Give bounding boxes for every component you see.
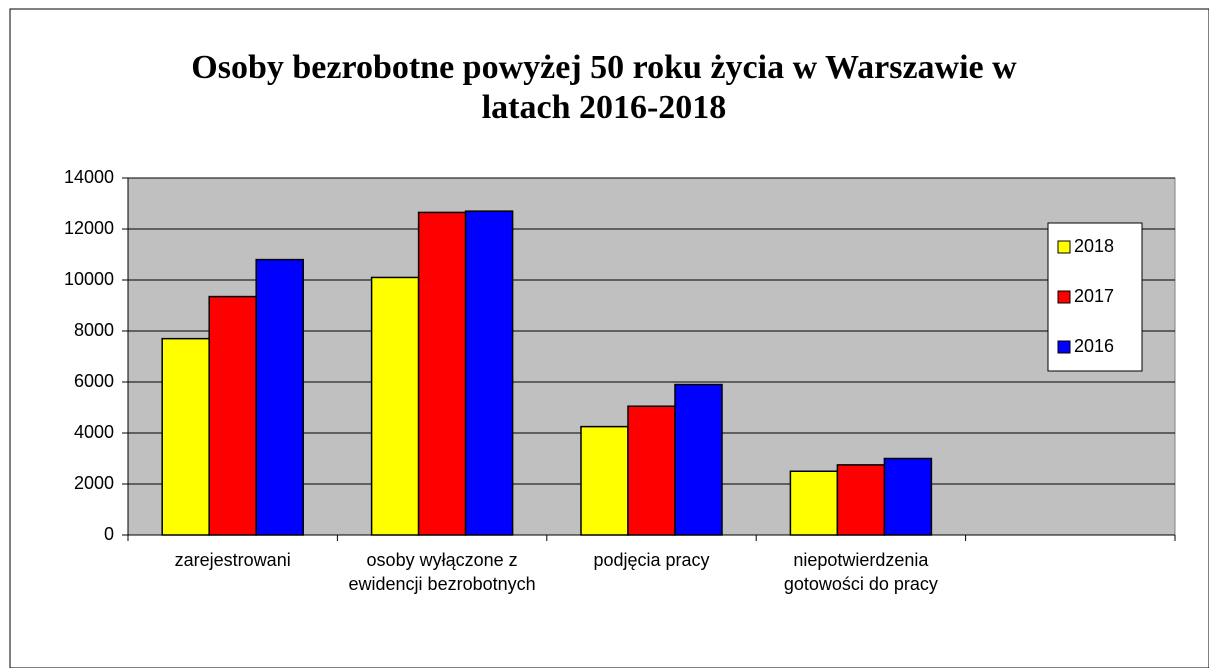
bar	[836, 464, 886, 536]
y-tick-label: 14000	[64, 167, 114, 187]
legend-swatch	[1057, 340, 1071, 354]
x-tick-label: zarejestrowani	[174, 550, 291, 570]
bar	[674, 383, 723, 536]
y-tick-label: 0	[104, 524, 114, 544]
legend-label: 2016	[1074, 336, 1114, 356]
bar	[580, 425, 629, 536]
bar	[789, 470, 839, 536]
y-tick-label: 10000	[64, 269, 114, 289]
y-tick-label: 8000	[74, 320, 114, 340]
bar	[883, 457, 933, 536]
bar	[208, 295, 257, 536]
y-tick-label: 6000	[74, 371, 114, 391]
bar	[370, 276, 420, 536]
y-tick-label: 12000	[64, 218, 114, 238]
bar	[255, 258, 304, 536]
bar	[627, 405, 676, 536]
y-tick-label: 4000	[74, 422, 114, 442]
legend-label: 2017	[1074, 286, 1114, 306]
legend-label: 2018	[1074, 236, 1114, 256]
chart-title: Osoby bezrobotne powyżej 50 roku życia w…	[191, 49, 1017, 126]
legend-swatch	[1057, 240, 1071, 254]
bar	[417, 211, 467, 536]
x-tick-label: osoby wyłączone z ewidencji bezrobotnych	[348, 550, 536, 594]
bar	[161, 337, 210, 536]
x-tick-label: niepotwierdzenia gotowości do pracy	[783, 550, 938, 594]
legend-swatch	[1057, 290, 1071, 304]
bar	[464, 210, 514, 536]
x-tick-label: podjęcia pracy	[593, 550, 710, 570]
y-tick-label: 2000	[74, 473, 114, 493]
